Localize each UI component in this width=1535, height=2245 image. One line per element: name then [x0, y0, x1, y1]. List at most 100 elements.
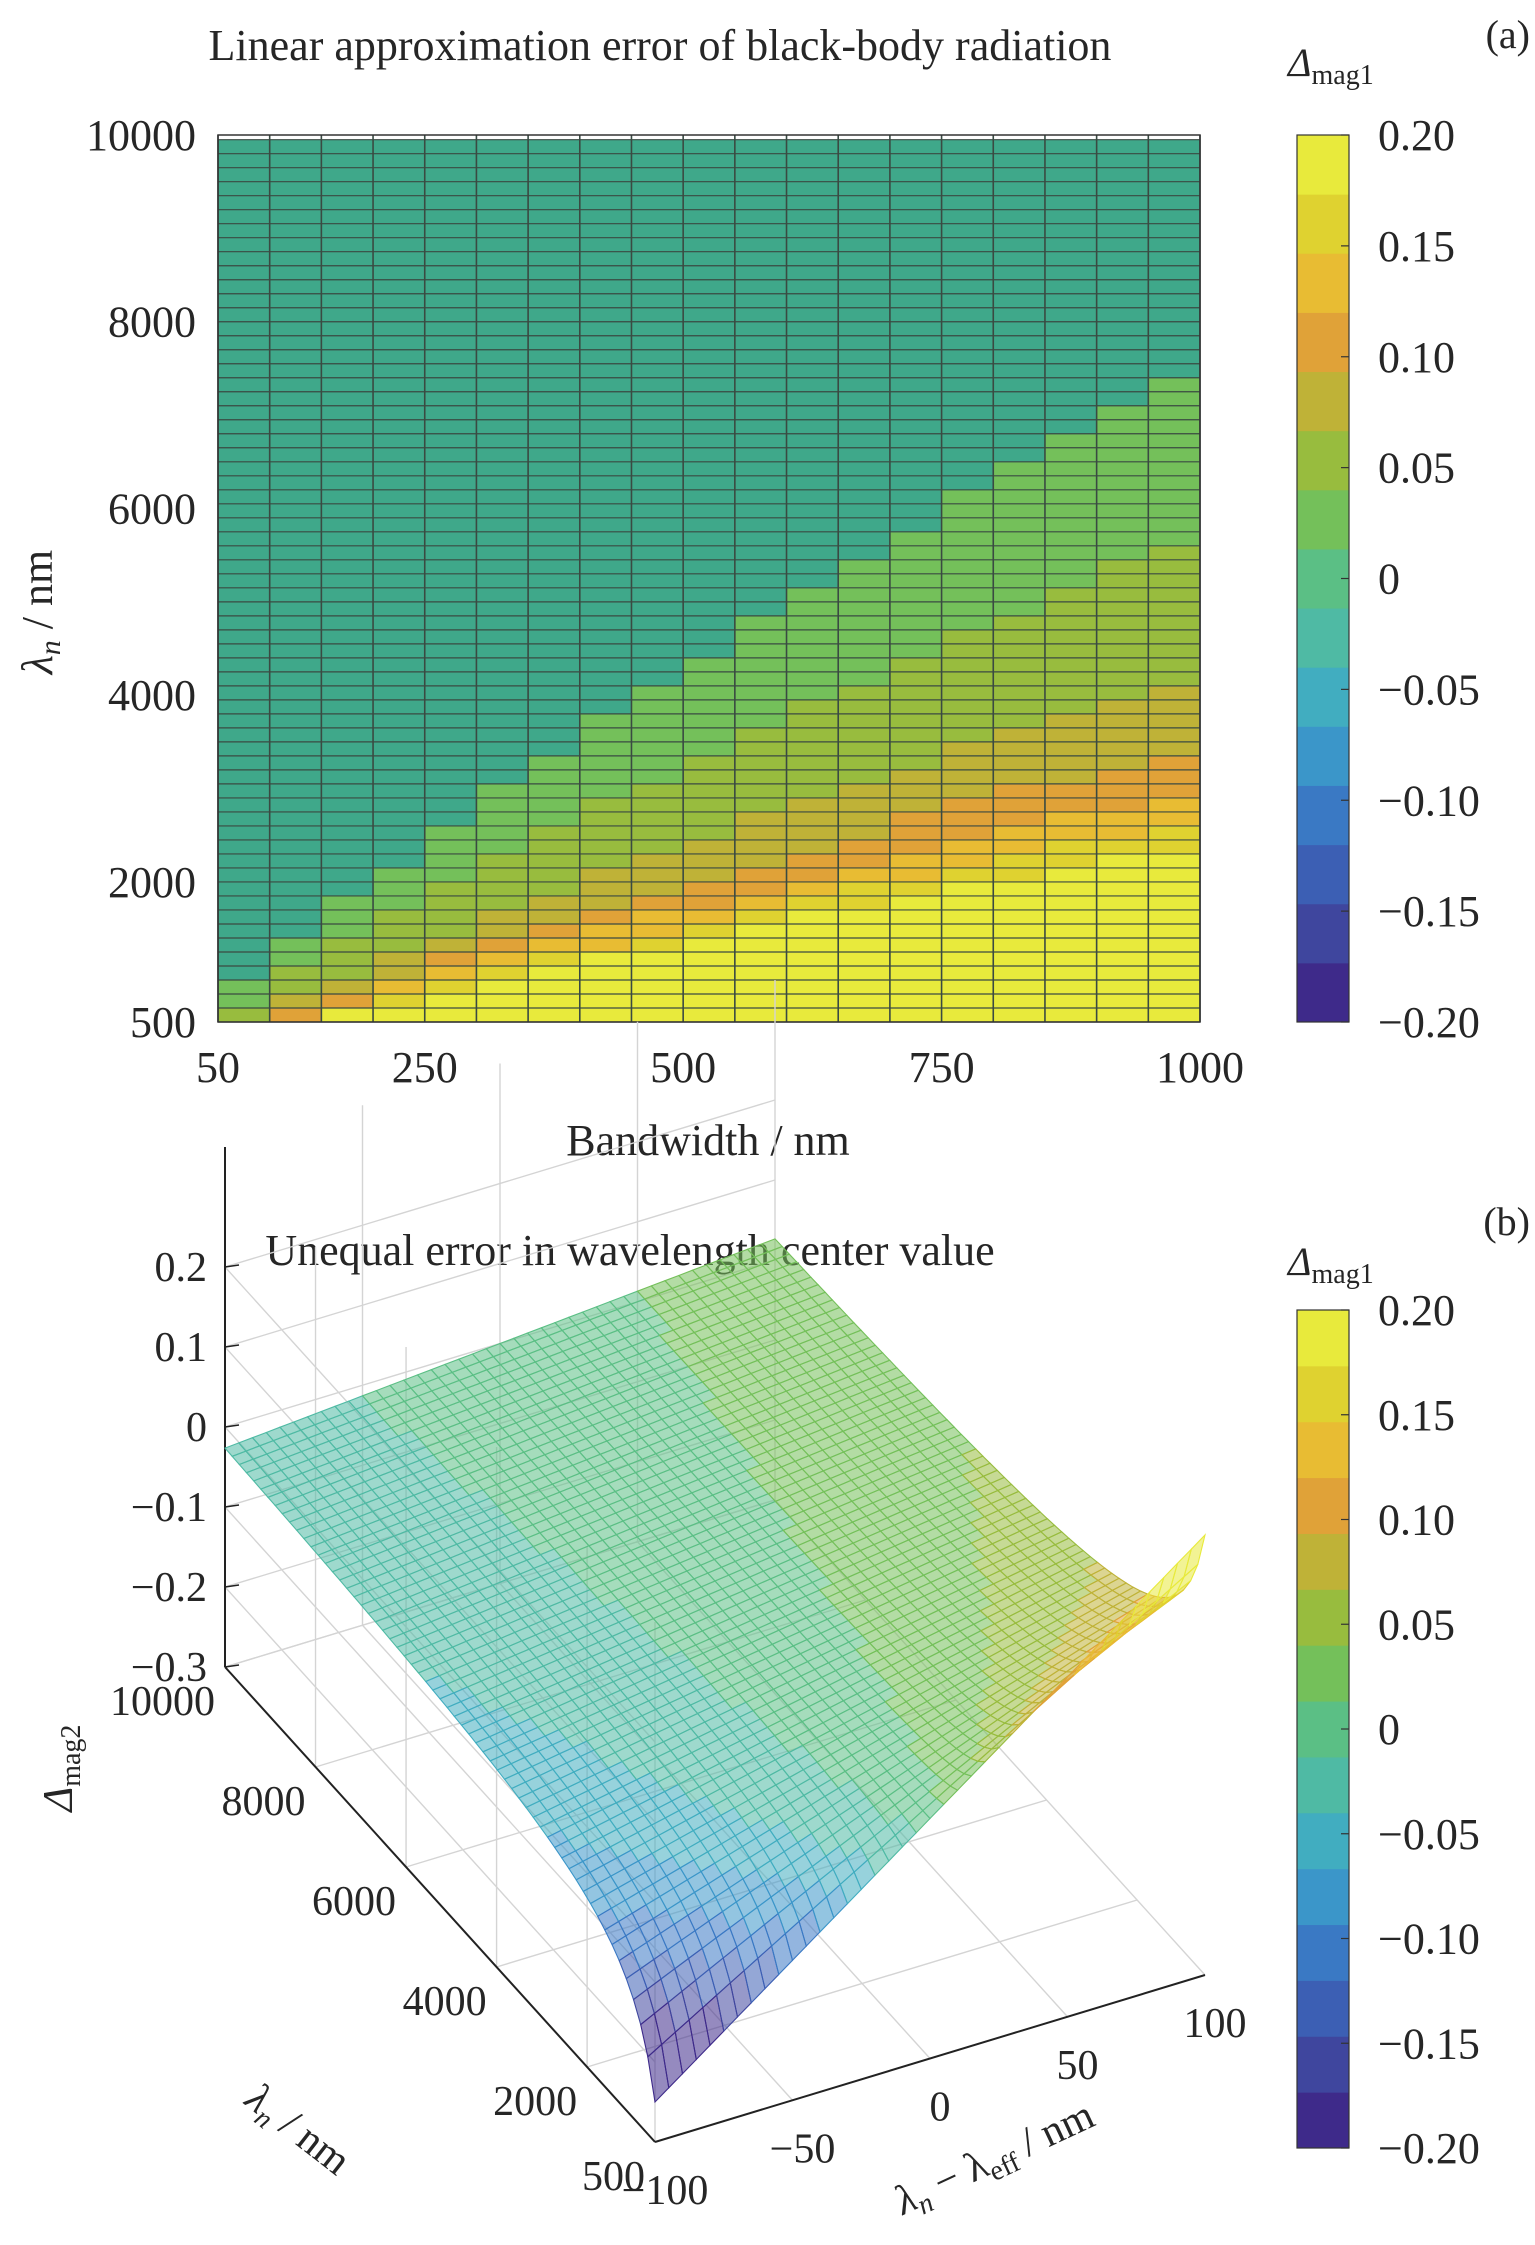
heatmap-cell: [1096, 601, 1149, 617]
heatmap-cell: [734, 531, 787, 547]
heatmap-cell: [941, 741, 994, 757]
y-axis-a: 500 2000 4000 6000 8000 10000: [86, 111, 196, 1047]
heatmap-cell: [528, 741, 581, 757]
heatmap-cell: [528, 993, 581, 1009]
heatmap-cell: [321, 825, 374, 841]
heatmap-cell: [269, 979, 322, 995]
heatmap-cell: [1044, 629, 1098, 645]
z-tick-b-mark: [224, 1344, 240, 1348]
heatmap-cell: [1148, 139, 1201, 155]
heatmap-cell: [218, 937, 271, 953]
heatmap-cell: [528, 377, 581, 393]
heatmap-cell: [269, 755, 322, 771]
heatmap-cell: [218, 797, 271, 813]
heatmap-cell: [683, 965, 736, 981]
heatmap-cell: [321, 699, 374, 715]
heatmap-cell: [424, 405, 477, 421]
heatmap-cell: [1148, 181, 1201, 197]
heatmap-cell: [1044, 251, 1098, 267]
z-tick-b-mark: [224, 1664, 240, 1668]
heatmap-cell: [631, 993, 684, 1009]
heatmap-cell: [993, 461, 1046, 477]
heatmap-cell: [1044, 433, 1098, 449]
heatmap-cell: [373, 503, 426, 519]
heatmap-cell: [993, 321, 1046, 337]
heatmap-cell: [218, 825, 271, 841]
heatmap-cell: [218, 153, 271, 169]
heatmap-cell: [1148, 881, 1201, 897]
heatmap-cell: [889, 279, 942, 295]
heatmap-cell: [321, 643, 374, 659]
heatmap-cell: [269, 769, 322, 785]
heatmap-cell: [1044, 1007, 1098, 1023]
z-tick-b-mark: [224, 1264, 240, 1268]
heatmap-cell: [993, 573, 1046, 589]
heatmap-cell: [941, 545, 994, 561]
y-tick-a: 6000: [108, 484, 196, 533]
heatmap-cell: [528, 629, 581, 645]
heatmap-cell: [528, 811, 581, 827]
heatmap-cell: [424, 139, 477, 155]
colorbar-tick-label: 0.05: [1378, 444, 1455, 493]
heatmap-cell: [993, 727, 1046, 743]
y-tick-a: 8000: [108, 298, 196, 347]
heatmap-cell: [424, 839, 477, 855]
heatmap-cell: [683, 797, 736, 813]
heatmap-cell: [579, 965, 632, 981]
heatmap-cell: [269, 265, 322, 281]
heatmap-cell: [528, 461, 581, 477]
heatmap-cell: [528, 965, 581, 981]
heatmap-cell: [683, 937, 736, 953]
heatmap-cell: [1148, 741, 1201, 757]
colorbar-tick-label: 0: [1378, 555, 1400, 604]
colorbar-segment: [1297, 1477, 1349, 1534]
heatmap-cell: [579, 545, 632, 561]
colorbar-segment: [1297, 1812, 1349, 1870]
heatmap-cell: [321, 251, 374, 267]
heatmap-cell: [1044, 363, 1098, 379]
heatmap-cell: [373, 713, 426, 729]
heatmap-cell: [941, 643, 994, 659]
heatmap-cell: [1096, 531, 1149, 547]
heatmap-cell: [993, 377, 1046, 393]
heatmap-cell: [476, 923, 529, 939]
heatmap-cell: [993, 139, 1046, 155]
heatmap-cell: [683, 993, 736, 1009]
heatmap-cell: [373, 517, 426, 533]
heatmap-cell: [889, 349, 942, 365]
heatmap-cell: [424, 755, 477, 771]
heatmap-cell: [1044, 741, 1098, 757]
heatmap-cell: [424, 643, 477, 659]
heatmap-cell: [734, 727, 787, 743]
heatmap-cell: [373, 237, 426, 253]
heatmap-cell: [786, 545, 839, 561]
heatmap-cell: [424, 363, 477, 379]
heatmap-cell: [424, 475, 477, 491]
heatmap-cell: [889, 293, 942, 309]
heatmap-cell: [941, 531, 994, 547]
heatmap-cell: [424, 685, 477, 701]
heatmap-cell: [1044, 461, 1098, 477]
heatmap-cell: [424, 601, 477, 617]
heatmap-cell: [838, 713, 891, 729]
heatmap-cell: [218, 713, 271, 729]
heatmap-cell: [683, 195, 736, 211]
heatmap-cell: [838, 937, 891, 953]
heatmap-cell: [269, 475, 322, 491]
heatmap-cell: [424, 461, 477, 477]
heatmap-cell: [734, 489, 787, 505]
heatmap-cell: [579, 979, 632, 995]
colorbar-segment: [1297, 844, 1349, 905]
heatmap-cell: [786, 447, 839, 463]
heatmap-cell: [786, 839, 839, 855]
heatmap-cell: [1096, 881, 1149, 897]
heatmap-cell: [373, 657, 426, 673]
heatmap-cell: [1096, 867, 1149, 883]
heatmap-cell: [683, 307, 736, 323]
heatmap-cell: [528, 769, 581, 785]
heatmap-cell: [1044, 699, 1098, 715]
heatmap-cell: [528, 503, 581, 519]
heatmap-cell: [218, 699, 271, 715]
heatmap-cell: [321, 657, 374, 673]
colorbar-b: −0.20 −0.15 −0.10 −0.05 0 0.05 0.10 0.15 0.20: [1296, 1286, 1480, 2173]
